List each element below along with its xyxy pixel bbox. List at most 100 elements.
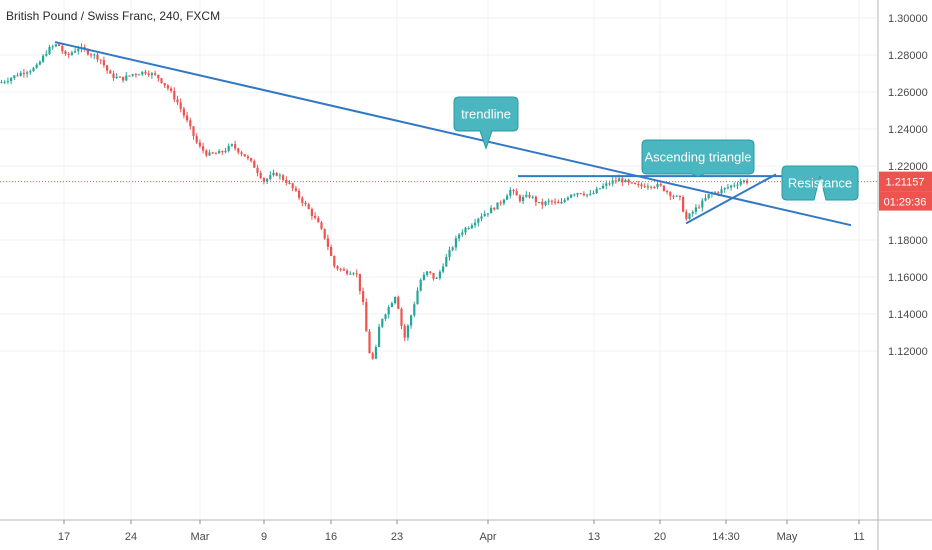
candle-up [125, 75, 128, 81]
candle-down [627, 179, 630, 183]
candle-down [400, 308, 403, 326]
x-tick-label: May [777, 531, 798, 543]
candle-down [650, 186, 653, 188]
candle-down [275, 172, 278, 176]
candle-down [621, 178, 624, 183]
candle-down [195, 135, 198, 143]
candle-up [502, 199, 505, 204]
x-tick-label: 14:30 [712, 531, 740, 543]
candle-down [358, 273, 361, 292]
candle-down [176, 99, 179, 103]
candle-up [726, 187, 729, 189]
candle-down [550, 200, 553, 202]
candle-down [285, 179, 288, 183]
callout-ascending-triangle: Ascending triangle [641, 139, 755, 178]
candle-down [307, 204, 310, 210]
candle-up [701, 200, 704, 208]
candle-down [528, 194, 531, 198]
candle-down [64, 51, 67, 54]
candle-up [531, 196, 534, 198]
candle-down [342, 269, 345, 271]
candle-down [643, 186, 646, 188]
callout-label: Resistance [788, 176, 852, 191]
callout-box [453, 96, 519, 150]
candle-up [454, 238, 457, 248]
candle-down [179, 102, 182, 109]
candle-down [614, 180, 617, 182]
candle-down [653, 187, 656, 189]
candle-up [461, 232, 464, 235]
candle-up [486, 213, 489, 215]
candle-down [262, 178, 265, 182]
candle-up [413, 304, 416, 316]
candle-down [102, 60, 105, 66]
candle-up [29, 71, 32, 73]
candle-down [717, 192, 720, 194]
candle-down [304, 202, 307, 205]
candle-down [253, 160, 256, 168]
trendline-line [54, 41, 852, 227]
candle-up [720, 189, 723, 194]
candle-down [128, 75, 131, 77]
candle-down [336, 266, 339, 269]
candle-down [515, 191, 518, 196]
candle-up [656, 184, 659, 188]
x-tick-label: 13 [588, 531, 600, 543]
candle-down [579, 193, 582, 195]
candle-up [595, 188, 598, 194]
candle-down [163, 83, 166, 86]
candle-down [16, 75, 19, 77]
current-price-badge: 1.21157 [879, 171, 932, 192]
candle-up [115, 76, 118, 79]
candle-down [173, 91, 176, 100]
candle-up [42, 55, 45, 62]
candle-up [74, 51, 77, 53]
candle-down [554, 201, 557, 203]
candle-down [250, 158, 253, 161]
candle-down [259, 172, 262, 179]
candle-up [32, 67, 35, 72]
candle-down [61, 45, 64, 52]
candle-down [499, 202, 502, 204]
candle-up [736, 184, 739, 186]
candle-down [205, 150, 208, 156]
candle-up [602, 185, 605, 189]
candle-up [410, 315, 413, 326]
candle-up [458, 234, 461, 239]
candle-up [691, 211, 694, 214]
candle-up [70, 52, 73, 55]
candle-down [666, 190, 669, 193]
candle-down [189, 120, 192, 127]
candle-up [538, 201, 541, 203]
candle-down [659, 184, 662, 186]
candle-up [349, 273, 352, 275]
candle-up [675, 195, 678, 197]
candle-up [464, 228, 467, 233]
candle-up [378, 326, 381, 348]
x-tick-label: Mar [191, 531, 210, 543]
candle-down [678, 195, 681, 198]
candle-down [541, 201, 544, 205]
candle-up [730, 185, 733, 188]
x-tick-label: 20 [654, 531, 666, 543]
candle-up [394, 296, 397, 304]
price-candles [0, 43, 749, 360]
candle-up [227, 145, 230, 151]
candle-down [669, 192, 672, 197]
candle-down [317, 217, 320, 223]
callout-box [641, 139, 755, 178]
candle-up [51, 46, 54, 48]
y-tick-label: 1.18000 [888, 235, 928, 247]
candle-down [234, 144, 237, 149]
candle-down [682, 197, 685, 212]
candle-down [301, 197, 304, 203]
candle-down [154, 73, 157, 75]
current-price-label: 1.21157 [886, 177, 925, 189]
candle-up [19, 72, 22, 76]
candle-down [326, 238, 329, 247]
candle-up [605, 183, 608, 186]
candle-up [474, 222, 477, 226]
candle-down [637, 184, 640, 186]
candle-down [246, 156, 249, 159]
candle-up [416, 290, 419, 305]
